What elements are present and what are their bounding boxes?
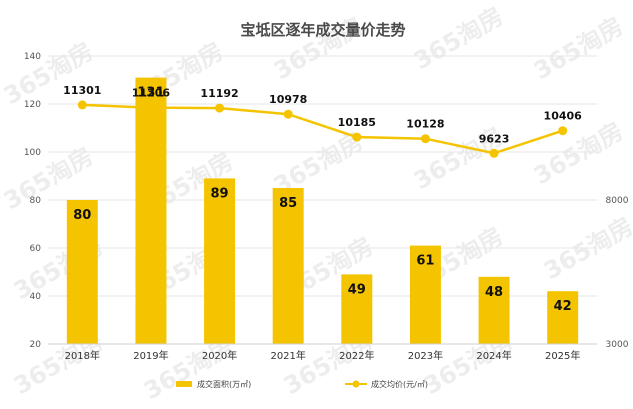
legend-bar-label: 成交面积(万㎡) [197, 379, 251, 389]
price-point-2 [215, 103, 225, 113]
y-left-tick-0: 20 [30, 340, 42, 350]
price-point-3 [283, 109, 293, 119]
y-left-tick-4: 100 [24, 148, 41, 158]
price-point-5 [420, 134, 430, 144]
watermark-9: 365淘房 [529, 117, 628, 190]
watermark-0: 365淘房 [0, 37, 98, 110]
price-point-7 [558, 126, 568, 136]
y-left-tick-5: 120 [24, 100, 41, 110]
x-tick-6: 2024年 [476, 349, 511, 362]
x-tick-3: 2021年 [270, 349, 305, 362]
price-line-path [82, 103, 564, 155]
bar-label-3: 85 [279, 196, 297, 211]
price-line [77, 100, 568, 158]
right-axis: 3000 8000 [606, 196, 629, 350]
bar-0 [66, 200, 98, 344]
legend-bar-swatch [176, 381, 192, 387]
bar-label-1: 131 [137, 86, 164, 101]
x-tick-7: 2025年 [545, 349, 580, 362]
left-axis: 20 40 60 80 100 120 140 [24, 52, 41, 350]
price-point-1 [146, 103, 156, 113]
price-point-4 [352, 132, 362, 142]
price-labels: 11301 11206 11192 10978 10185 10128 9623 10406 [63, 84, 582, 145]
x-tick-4: 2022年 [339, 349, 374, 362]
bar-3 [272, 188, 304, 344]
bar-7 [547, 291, 579, 344]
y-right-tick-0: 3000 [606, 340, 629, 350]
bar-label-7: 42 [554, 299, 572, 314]
price-label-0: 11301 [63, 84, 101, 97]
price-label-7: 10406 [544, 110, 583, 123]
legend-line-label: 成交均价(元/㎡) [371, 379, 428, 389]
y-left-tick-1: 40 [30, 292, 42, 302]
bar-label-5: 61 [416, 254, 434, 269]
x-tick-5: 2023年 [408, 349, 443, 362]
bar-2 [204, 178, 236, 344]
bar-4 [341, 274, 373, 344]
watermark-4: 365淘房 [529, 12, 628, 85]
watermark-14: 365淘房 [539, 212, 633, 285]
x-axis: 2018年 2019年 2020年 2021年 2022年 2023年 2024年 2025年 [48, 343, 597, 362]
price-label-5: 10128 [406, 118, 444, 131]
bar-6 [478, 276, 510, 344]
bar-label-6: 48 [485, 285, 503, 300]
y-right-tick-1: 8000 [606, 196, 629, 206]
bar-1 [135, 77, 167, 344]
price-label-6: 9623 [479, 132, 510, 145]
bars [66, 77, 579, 344]
price-point-0 [77, 100, 87, 110]
chart-title: 宝坻区逐年成交量价走势 [240, 21, 405, 39]
legend: 成交面积(万㎡) 成交均价(元/㎡) [176, 379, 428, 389]
x-tick-1: 2019年 [133, 349, 168, 362]
price-label-4: 10185 [338, 116, 376, 129]
y-left-tick-3: 80 [30, 196, 42, 206]
watermark-3: 365淘房 [409, 2, 508, 75]
bar-labels: 80 131 89 85 49 61 48 42 [73, 86, 571, 315]
x-tick-0: 2018年 [65, 349, 100, 362]
grid [48, 55, 597, 345]
price-point-6 [489, 148, 499, 158]
y-left-tick-2: 60 [30, 244, 42, 254]
price-label-1: 11206 [132, 87, 171, 100]
x-tick-2: 2020年 [202, 349, 237, 362]
bar-label-0: 80 [73, 208, 91, 223]
y-left-tick-6: 140 [24, 52, 41, 62]
price-label-2: 11192 [200, 87, 238, 100]
bar-label-4: 49 [348, 282, 366, 297]
price-label-3: 10978 [269, 93, 307, 106]
bar-5 [409, 245, 441, 344]
legend-line-marker [352, 380, 360, 388]
bar-label-2: 89 [211, 186, 229, 201]
